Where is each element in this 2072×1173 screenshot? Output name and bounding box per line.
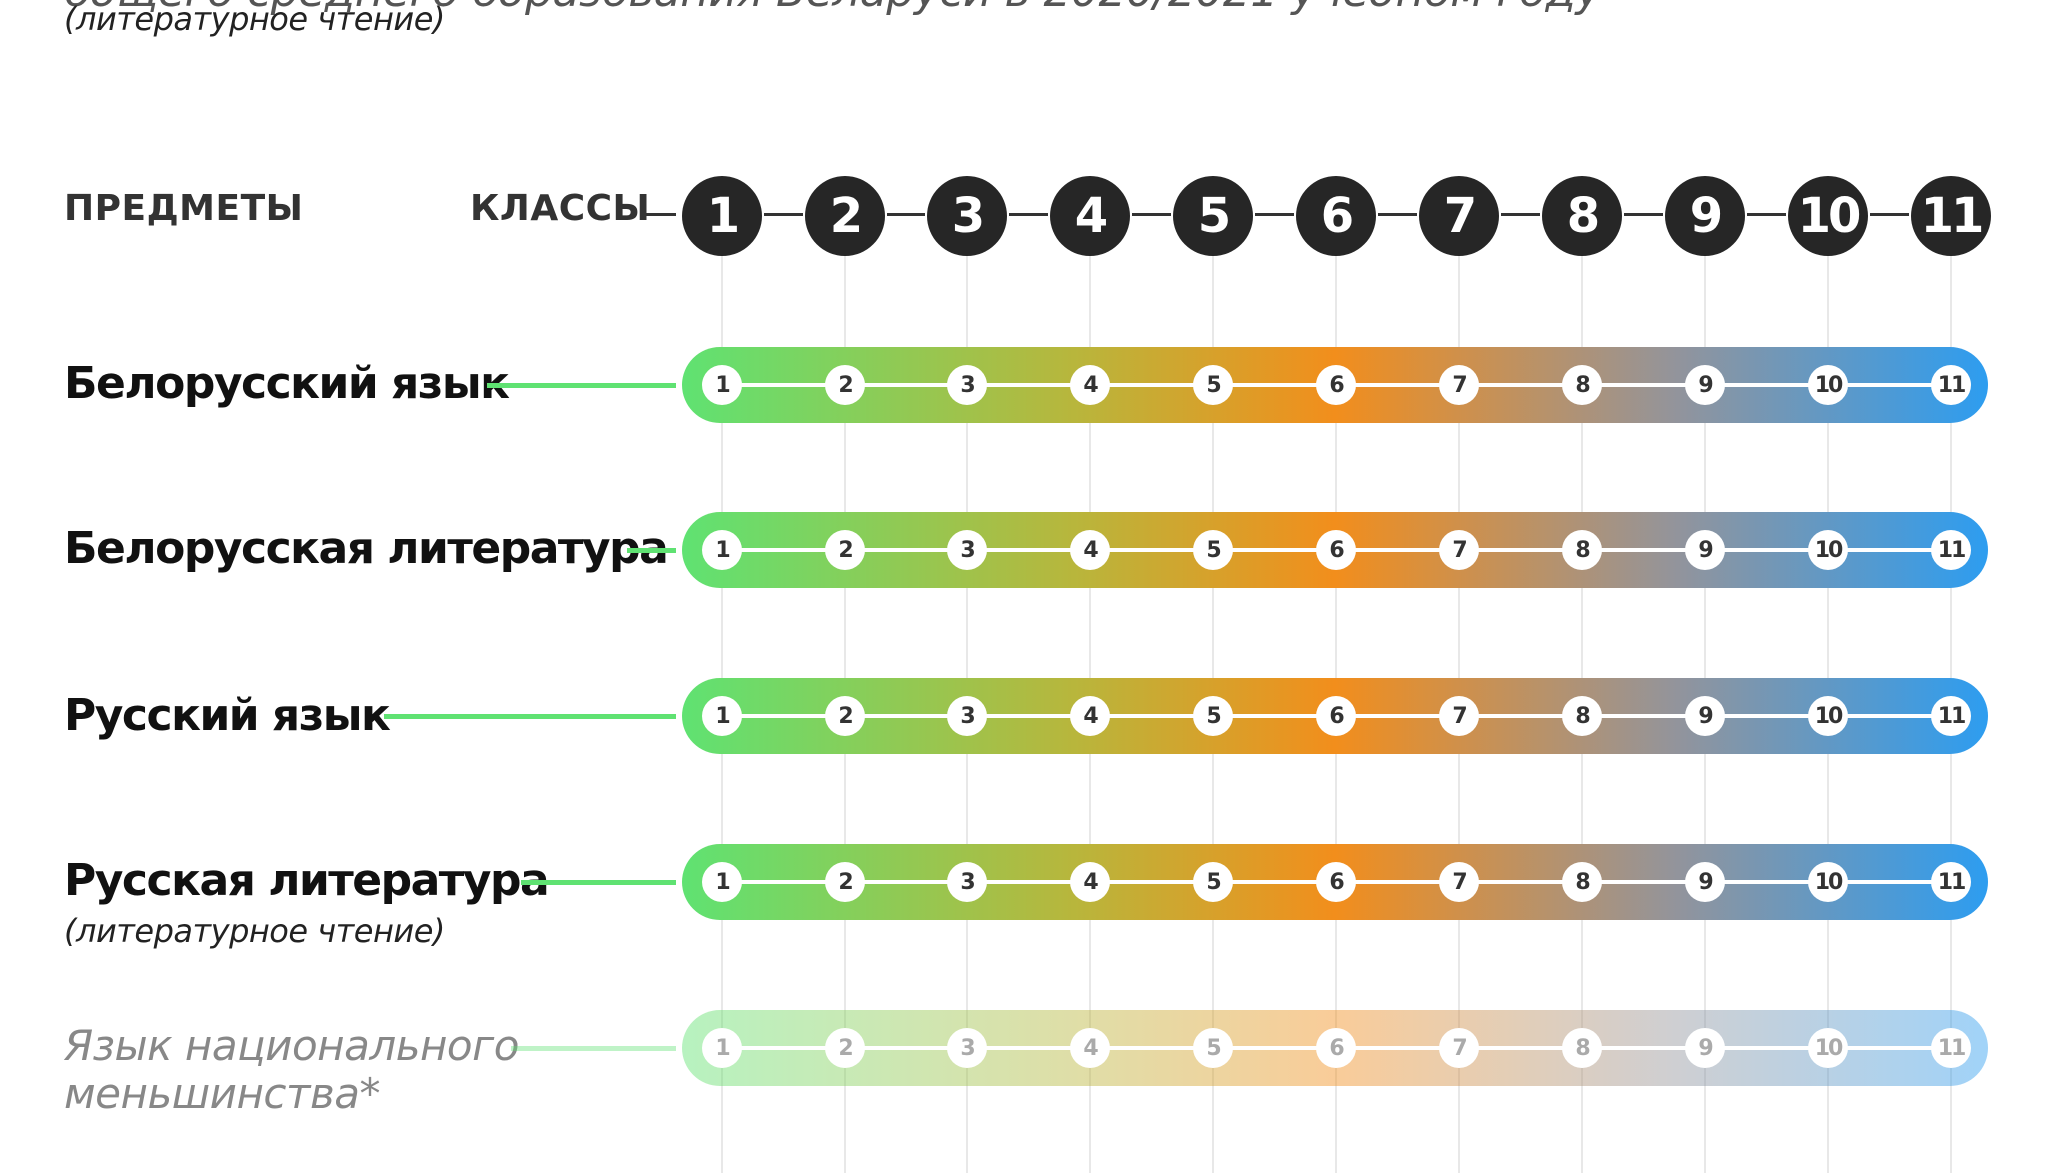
- grade-dot: 2: [825, 530, 865, 570]
- grade-dot: 11: [1931, 530, 1971, 570]
- grade-dot: 1: [702, 530, 742, 570]
- grade-dot: 1: [702, 862, 742, 902]
- grade-dot: 7: [1439, 696, 1479, 736]
- grade-dot: 2: [825, 1028, 865, 1068]
- grade-dot: 8: [1562, 862, 1602, 902]
- subject-connector: [384, 714, 676, 719]
- grade-circle: 7: [1419, 176, 1499, 256]
- grade-dot: 11: [1931, 696, 1971, 736]
- grade-dot: 9: [1685, 1028, 1725, 1068]
- grade-circle: 9: [1665, 176, 1745, 256]
- subject-sublabel: (литературное чтение): [64, 0, 445, 38]
- grade-dot: 9: [1685, 530, 1725, 570]
- grade-dot: 3: [947, 1028, 987, 1068]
- header-connector-line: [764, 213, 803, 216]
- subject-name: Русский язык: [64, 690, 391, 741]
- header-connector-line: [887, 213, 925, 216]
- subject-connector: [511, 1046, 676, 1051]
- grade-dot: 7: [1439, 1028, 1479, 1068]
- grade-dot: 10: [1808, 1028, 1848, 1068]
- grade-dot: 6: [1316, 1028, 1356, 1068]
- grade-dot: 11: [1931, 1028, 1971, 1068]
- header-connector-line: [1870, 213, 1909, 216]
- subject-connector: [487, 383, 676, 388]
- header-connector-line: [642, 213, 676, 216]
- grade-dot: 10: [1808, 530, 1848, 570]
- grade-dot: 6: [1316, 696, 1356, 736]
- grade-circle: 2: [805, 176, 885, 256]
- subjects-header: ПРЕДМЕТЫ: [64, 188, 304, 229]
- grade-dot: 1: [702, 365, 742, 405]
- grade-dot: 6: [1316, 862, 1356, 902]
- grades-header: КЛАССЫ: [470, 188, 651, 229]
- grade-circle: 4: [1050, 176, 1130, 256]
- title: общего среднего образования Беларуси в 2…: [64, 0, 1601, 17]
- grade-dot: 2: [825, 696, 865, 736]
- subject-sublabel: (литературное чтение): [64, 912, 445, 950]
- grade-dot: 3: [947, 530, 987, 570]
- grade-dot: 7: [1439, 365, 1479, 405]
- grade-dot: 6: [1316, 365, 1356, 405]
- grade-dot: 2: [825, 862, 865, 902]
- grade-dot: 3: [947, 862, 987, 902]
- grade-dot: 8: [1562, 530, 1602, 570]
- grade-dot: 5: [1193, 696, 1233, 736]
- grade-circle: 10: [1788, 176, 1868, 256]
- header-connector-line: [1501, 213, 1540, 216]
- grade-dot: 5: [1193, 1028, 1233, 1068]
- header-connector-line: [1132, 213, 1171, 216]
- header-connector-line: [1624, 213, 1663, 216]
- grade-circle: 8: [1542, 176, 1622, 256]
- header-connector-line: [1378, 213, 1417, 216]
- header-connector-line: [1009, 213, 1048, 216]
- grade-circle: 5: [1173, 176, 1253, 256]
- grade-dot: 8: [1562, 696, 1602, 736]
- subject-name: Белорусская литература: [64, 523, 669, 574]
- grade-circle: 11: [1911, 176, 1991, 256]
- grade-dot: 4: [1070, 862, 1110, 902]
- grade-dot: 3: [947, 365, 987, 405]
- header-connector-line: [1255, 213, 1294, 216]
- grade-dot: 9: [1685, 696, 1725, 736]
- grade-dot: 1: [702, 696, 742, 736]
- subject-connector: [627, 548, 676, 553]
- header-connector-line: [1747, 213, 1786, 216]
- grade-dot: 8: [1562, 1028, 1602, 1068]
- grade-dot: 9: [1685, 365, 1725, 405]
- grade-dot: 9: [1685, 862, 1725, 902]
- grade-dot: 10: [1808, 365, 1848, 405]
- grade-dot: 3: [947, 696, 987, 736]
- grade-dot: 7: [1439, 530, 1479, 570]
- grade-dot: 4: [1070, 530, 1110, 570]
- subject-connector: [521, 880, 676, 885]
- subject-name: Язык национального меньшинства*: [64, 1021, 519, 1118]
- grade-dot: 10: [1808, 862, 1848, 902]
- grade-dot: 1: [702, 1028, 742, 1068]
- subject-name: Русская литература: [64, 855, 550, 906]
- grade-dot: 5: [1193, 862, 1233, 902]
- grade-dot: 4: [1070, 696, 1110, 736]
- grade-dot: 8: [1562, 365, 1602, 405]
- grade-dot: 2: [825, 365, 865, 405]
- grade-dot: 5: [1193, 365, 1233, 405]
- grade-circle: 6: [1296, 176, 1376, 256]
- grade-dot: 7: [1439, 862, 1479, 902]
- grade-dot: 4: [1070, 365, 1110, 405]
- grade-dot: 6: [1316, 530, 1356, 570]
- grade-dot: 5: [1193, 530, 1233, 570]
- grade-dot: 10: [1808, 696, 1848, 736]
- grade-circle: 1: [682, 176, 762, 256]
- subject-name: Белорусский язык: [64, 358, 510, 409]
- grade-dot: 11: [1931, 365, 1971, 405]
- grade-dot: 11: [1931, 862, 1971, 902]
- grade-dot: 4: [1070, 1028, 1110, 1068]
- grade-circle: 3: [927, 176, 1007, 256]
